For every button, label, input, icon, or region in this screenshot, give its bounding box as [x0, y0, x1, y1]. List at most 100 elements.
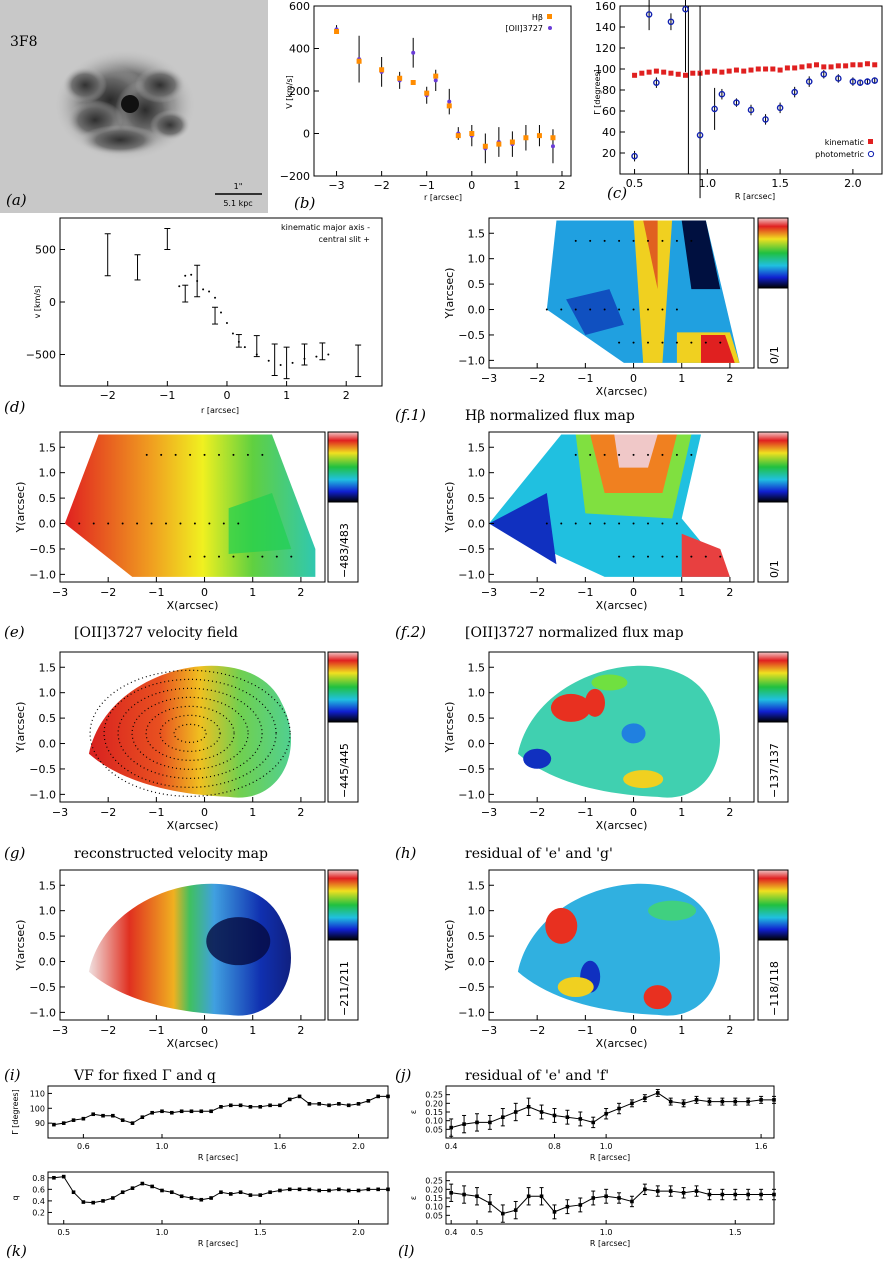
plot-l2-frame — [445, 1171, 775, 1225]
plot-l1-point — [462, 1122, 466, 1126]
plot-l1-point — [539, 1110, 544, 1114]
slit-position-dot — [618, 555, 621, 558]
plot-l2-point — [578, 1203, 583, 1207]
map-f1-xtick-label: 1 — [678, 372, 685, 385]
slit-position-dot — [574, 522, 577, 525]
plot-k2-xtick-label: 1.0 — [156, 1228, 169, 1237]
plot-k1-point — [111, 1113, 115, 1118]
slit-position-dot — [222, 522, 225, 525]
plot-d-point-major-axis — [190, 273, 193, 276]
plot-c-point-kinematic — [668, 70, 674, 76]
map-j-xtick-label: 0 — [630, 1024, 637, 1037]
plot-l2-xtick-label: 1.5 — [729, 1228, 742, 1237]
plot-k1-point — [179, 1109, 184, 1114]
plot-k2-point — [170, 1190, 174, 1195]
velocity-contour — [131, 696, 249, 770]
plot-c-y-tick-label: 160 — [595, 0, 616, 13]
plot-l1-xtick-label: 0.8 — [548, 1142, 561, 1151]
plot-c-point-photometric — [682, 5, 689, 13]
slit-position-dot — [632, 522, 635, 525]
slit-position-dot — [647, 341, 649, 344]
slit-position-dot — [719, 555, 722, 558]
plot-k1-ytick-label: 90 — [35, 1119, 45, 1128]
map-e-xtick-label: 1 — [249, 586, 256, 599]
map-e-ytick-label: −0.5 — [29, 543, 56, 556]
map-e-xtick-label: −2 — [100, 586, 116, 599]
residual-map-region — [517, 883, 720, 1016]
plot-k2-point — [52, 1175, 56, 1180]
plot-l1-point — [578, 1117, 583, 1121]
plot-d-ylabel: v [km/s] — [33, 286, 42, 319]
plot-b-x-tick-label: 0 — [468, 179, 475, 192]
plot-k2-point — [71, 1190, 76, 1195]
plot-l1-point — [746, 1099, 750, 1104]
map-i-ytick-label: 1.0 — [39, 905, 57, 918]
panel-label-j: (j) — [395, 1066, 412, 1084]
map-g-xtick-label: 0 — [201, 806, 208, 819]
map-j-ytick-label: 1.0 — [468, 905, 486, 918]
plot-c-point-kinematic — [712, 68, 718, 74]
map-g-colorbar — [327, 651, 359, 723]
slit-position-dot — [589, 239, 592, 242]
plot-l2-point — [449, 1191, 453, 1195]
slit-position-dot — [618, 453, 621, 456]
map-j-ytick-label: −0.5 — [458, 981, 485, 994]
plot-b-point-oii — [411, 50, 416, 55]
plot-k1-xtick-label: 0.6 — [77, 1142, 90, 1151]
map-f2-ytick-label: 0.5 — [468, 492, 486, 505]
plot-c-point-photometric — [776, 104, 784, 112]
map-g-ytick-label: 1.5 — [39, 661, 57, 674]
plot-c-legend-photometric: photometric — [815, 150, 864, 159]
plot-c-point-kinematic — [864, 61, 870, 67]
plot-k2-point — [258, 1193, 263, 1197]
plot-b-xlabel: r [arcsec] — [424, 193, 462, 202]
plot-k2-frame — [47, 1171, 389, 1225]
slit-position-dot — [704, 555, 707, 558]
plot-k2-point — [337, 1187, 341, 1192]
plot-b-x-tick-label: −1 — [419, 179, 435, 192]
plot-c-y-tick-label: 40 — [602, 126, 616, 139]
plot-k2-point — [101, 1199, 105, 1203]
slit-position-dot — [160, 453, 163, 456]
slit-position-dot — [237, 522, 240, 525]
flux-map-region — [566, 289, 624, 335]
map-g-xtick-label: 1 — [249, 806, 256, 819]
slit-position-dot — [647, 453, 649, 456]
plot-d-y-tick-label: 500 — [35, 244, 56, 257]
plot-k1-point — [376, 1094, 380, 1099]
map-f2-colorbar-label: 0/1 — [768, 560, 781, 578]
plot-k1-xlabel: R [arcsec] — [198, 1153, 238, 1162]
map-g-xtick-label: 2 — [297, 806, 304, 819]
plot-l2-point — [462, 1192, 466, 1197]
plot-k2-point — [199, 1197, 204, 1202]
map-h-xtick-label: 1 — [678, 806, 685, 819]
plot-k1-point — [327, 1103, 331, 1108]
panel-label-k: (k) — [6, 1242, 27, 1260]
plot-c-point-kinematic — [639, 70, 645, 76]
slit-position-dot — [232, 453, 235, 456]
plot-c-point-photometric — [718, 90, 726, 98]
plot-c-y-tick-label: 20 — [602, 147, 616, 160]
plot-d-point-major-axis — [279, 364, 282, 366]
plot-b-point-hb — [397, 75, 403, 81]
plot-k2-point — [209, 1196, 213, 1200]
map-j-frame — [488, 869, 755, 1021]
map-i-xtick-label: −3 — [52, 1024, 68, 1037]
plot-d-point-major-axis — [231, 332, 234, 335]
slit-position-dot — [647, 522, 649, 525]
plot-l1-point — [488, 1120, 492, 1125]
plot-l2-xtick-label: 1.0 — [600, 1228, 613, 1237]
plot-b-x-tick-label: 1 — [513, 179, 520, 192]
map-i-colorbar-label: −211/211 — [338, 961, 351, 1016]
map-f1-xtick-label: −1 — [577, 372, 593, 385]
map-e-ylabel: Y(arcsec) — [14, 482, 27, 534]
map-f1-xtick-label: −3 — [481, 372, 497, 385]
map-h-ytick-label: 0.0 — [468, 738, 486, 751]
plot-c-x-tick-label: 1.5 — [771, 177, 789, 190]
plot-b-point-hb — [334, 29, 340, 34]
plot-k2-point — [130, 1186, 135, 1190]
plot-k2-ytick-label: 0.6 — [32, 1185, 45, 1194]
map-f2-xtick-label: −3 — [481, 586, 497, 599]
slit-position-dot — [675, 341, 678, 344]
map-e-ytick-label: −1.0 — [29, 568, 56, 581]
